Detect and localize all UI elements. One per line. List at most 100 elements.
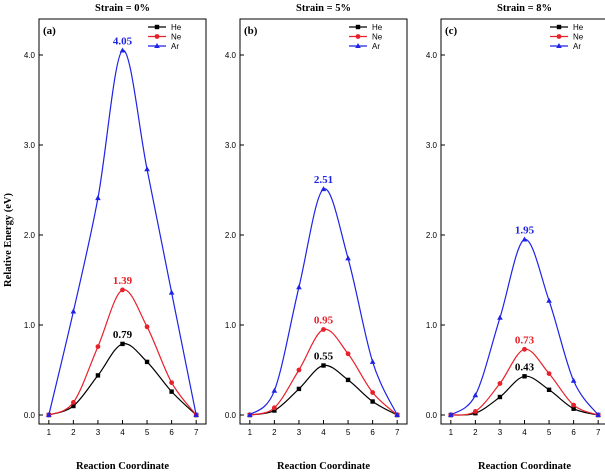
legend-entry: Ar	[372, 42, 380, 51]
legend-marker	[556, 24, 562, 30]
data-point	[497, 381, 503, 386]
data-point	[345, 351, 351, 357]
data-point	[247, 412, 253, 417]
series-ne	[46, 287, 199, 418]
series-line-he	[450, 375, 599, 416]
data-point	[120, 341, 125, 347]
series-ar	[46, 47, 199, 417]
series-line-he	[48, 343, 197, 416]
data-point	[271, 387, 278, 393]
x-tick-label: 1	[449, 428, 454, 437]
x-tick-label: 4	[120, 428, 125, 437]
data-point	[168, 289, 175, 295]
data-point	[472, 392, 479, 398]
series-line-ne	[450, 348, 599, 416]
plot-frame	[38, 18, 207, 425]
data-point	[95, 195, 101, 201]
data-point	[546, 297, 552, 303]
data-point	[394, 412, 400, 417]
x-tick-label: 7	[194, 428, 199, 437]
data-point	[570, 377, 577, 383]
x-tick-label: 2	[473, 428, 478, 437]
legend-marker	[154, 43, 160, 48]
y-tick-label: 2.0	[24, 231, 36, 240]
legend-marker	[154, 34, 160, 39]
chart-panel-1: Strain = 0% (a) 0.0 1.0 2.0 3.0 4.0 1 2 3 4 5 6 7 Reac…	[24, 3, 207, 472]
data-point	[296, 367, 302, 373]
data-point	[369, 358, 376, 364]
data-point	[345, 377, 351, 383]
x-tick-label: 3	[498, 428, 503, 437]
data-point	[119, 47, 126, 53]
peak-value-label: 0.79	[113, 329, 133, 341]
x-tick-label: 1	[248, 428, 253, 437]
data-point	[144, 359, 150, 365]
data-point	[70, 308, 77, 314]
x-tick-label: 6	[370, 428, 375, 437]
series-he	[448, 374, 601, 418]
data-point	[272, 408, 277, 413]
x-tick-label: 2	[71, 428, 76, 437]
peak-value-label: 1.95	[515, 225, 535, 237]
data-point	[546, 371, 552, 376]
legend-entry: He	[573, 23, 584, 32]
y-tick-label: 1.0	[24, 321, 36, 330]
y-tick-label: 3.0	[426, 141, 438, 150]
y-tick-label: 0.0	[426, 411, 438, 420]
legend-entry: Ne	[171, 33, 182, 42]
panel-label: (b)	[244, 25, 258, 37]
data-point	[71, 403, 76, 409]
legend-marker	[355, 43, 361, 48]
data-point	[120, 287, 125, 293]
legend-marker	[556, 34, 562, 39]
panels: Strain = 0% (a) 0.0 1.0 2.0 3.0 4.0 1 2 3 4 5 6 7 Reac…	[24, 3, 605, 472]
y-tick-label: 2.0	[426, 231, 438, 240]
data-point	[70, 400, 76, 405]
plot-frame	[239, 18, 408, 425]
peak-value-label: 0.43	[515, 361, 535, 373]
legend-entry: Ar	[171, 42, 179, 51]
series-he	[46, 341, 199, 418]
x-tick-label: 4	[321, 428, 326, 437]
x-tick-label: 1	[47, 428, 52, 437]
x-tick-label: 4	[522, 428, 527, 437]
panel-label: (c)	[445, 25, 458, 37]
data-point	[320, 186, 327, 192]
series-line-he	[249, 364, 398, 416]
data-point	[571, 406, 576, 411]
data-point	[522, 374, 527, 379]
x-tick-label: 5	[547, 428, 552, 437]
data-point	[497, 394, 503, 400]
peak-value-label: 2.51	[314, 174, 333, 186]
x-tick-label: 6	[571, 428, 576, 437]
series-line-ne	[249, 328, 398, 416]
series-ar	[247, 186, 400, 417]
series-he	[247, 363, 400, 418]
chart-panel-3: Strain = 8% (c) 0.0 1.0 2.0 3.0 4.0 1 2 3 4 5 6 7 Reac…	[426, 3, 605, 472]
x-tick-label: 7	[596, 428, 601, 437]
legend-marker	[355, 34, 361, 39]
data-point	[571, 402, 577, 408]
peak-value-label: 4.05	[113, 36, 133, 48]
data-point	[296, 284, 302, 290]
series-ne	[448, 346, 601, 418]
y-tick-label: 4.0	[426, 51, 438, 60]
x-tick-label: 2	[272, 428, 277, 437]
x-axis-label: Reaction Coordinate	[277, 461, 370, 472]
data-point	[595, 412, 601, 417]
data-point	[296, 386, 302, 392]
x-tick-label: 7	[395, 428, 400, 437]
peak-value-label: 0.55	[314, 351, 334, 363]
series-line-ar	[450, 238, 599, 416]
y-tick-label: 0.0	[24, 411, 36, 420]
legend-entry: He	[372, 23, 383, 32]
data-point	[522, 346, 527, 352]
data-point	[448, 412, 454, 417]
data-point	[46, 412, 52, 417]
y-tick-label: 3.0	[225, 141, 237, 150]
series-line-ar	[249, 188, 398, 416]
x-axis-label: Reaction Coordinate	[76, 461, 169, 472]
x-tick-label: 5	[145, 428, 150, 437]
